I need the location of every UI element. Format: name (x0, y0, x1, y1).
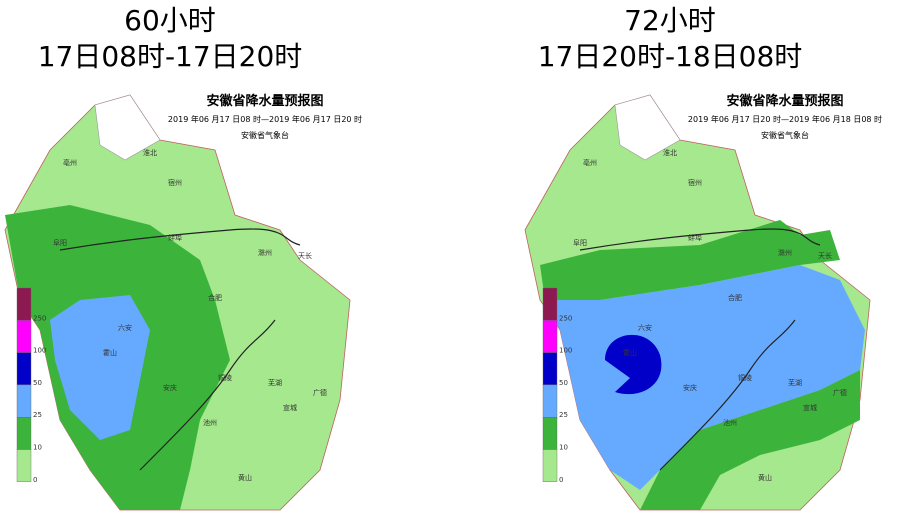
rain-25-50 (50, 295, 150, 440)
legend-tick-label: 25 (559, 411, 568, 419)
legend-tick-label: 100 (559, 347, 572, 355)
place-label: 宿州 (688, 178, 702, 187)
place-label: 滁州 (778, 248, 792, 257)
place-label: 亳州 (583, 158, 597, 167)
legend-swatch (542, 384, 558, 418)
rain-10-25 (540, 220, 840, 300)
place-label: 霍山 (623, 348, 637, 357)
legend-swatch (16, 320, 32, 353)
place-label: 宿州 (168, 178, 182, 187)
place-label: 铜陵 (738, 373, 752, 382)
river (659, 319, 796, 471)
legend-tick-label: 250 (33, 314, 46, 322)
legend-swatch (542, 449, 558, 482)
place-label: 广德 (313, 388, 327, 397)
place-label: 滁州 (258, 248, 272, 257)
legend-tick-label: 25 (33, 411, 42, 419)
place-label: 六安 (118, 323, 132, 332)
map-title: 安徽省降水量预报图 (206, 93, 323, 109)
legend-swatch (542, 352, 558, 386)
legend-swatch (542, 417, 558, 450)
legend-tick-label: 250 (559, 314, 572, 322)
place-label: 天长 (298, 251, 312, 260)
panel-hours: 60小时 (124, 4, 216, 37)
place-label: 淮北 (663, 148, 677, 157)
map-date: 2019 年06 月17 日08 时—2019 年06 月17 日20 时 (168, 114, 362, 124)
north-dry (94, 94, 161, 161)
place-label: 蚌埠 (168, 233, 182, 242)
legend-tick-label: 50 (33, 379, 42, 387)
place-label: 天长 (818, 251, 832, 260)
legend-tick-label: 0 (559, 476, 563, 484)
place-label: 阜阳 (53, 238, 67, 247)
place-label: 广德 (833, 388, 847, 397)
legend-tick-label: 100 (33, 347, 46, 355)
place-label: 池州 (723, 418, 737, 427)
legend-swatch (16, 417, 32, 450)
place-label: 淮北 (143, 148, 157, 157)
place-label: 芜湖 (788, 378, 802, 387)
river-huai (579, 228, 821, 251)
north-dry (614, 94, 681, 161)
rain-25-50 (545, 265, 865, 490)
place-label: 安庆 (163, 383, 177, 392)
place-label: 铜陵 (218, 373, 232, 382)
legend-swatch (542, 287, 558, 321)
place-label: 蚌埠 (688, 233, 702, 242)
legend-swatch (542, 320, 558, 353)
panel-period: 17日08时-17日20时 (38, 40, 303, 73)
place-label: 宣城 (803, 403, 817, 412)
legend-swatch (16, 287, 32, 321)
place-label: 安庆 (683, 383, 697, 392)
rain-50-100 (605, 334, 662, 395)
legend-tick-label: 10 (559, 444, 568, 452)
right-panel (524, 94, 871, 511)
place-label: 合肥 (208, 293, 222, 302)
place-label: 六安 (638, 323, 652, 332)
legend-tick-label: 50 (559, 379, 568, 387)
place-label: 芜湖 (268, 378, 282, 387)
place-label: 池州 (203, 418, 217, 427)
place-label: 宣城 (283, 403, 297, 412)
place-label: 黄山 (238, 473, 252, 482)
map-agency: 安徽省气象台 (761, 130, 809, 140)
rain-10-25-south (640, 370, 860, 510)
map-title: 安徽省降水量预报图 (726, 93, 843, 109)
legend-tick-label: 10 (33, 444, 42, 452)
map-date: 2019 年06 月17 日20 时—2019 年06 月18 日08 时 (688, 114, 882, 124)
place-label: 霍山 (103, 348, 117, 357)
place-label: 阜阳 (573, 238, 587, 247)
place-label: 合肥 (728, 293, 742, 302)
legend-swatch (16, 384, 32, 418)
place-label: 黄山 (758, 473, 772, 482)
legend-swatch (16, 352, 32, 386)
river-huai (59, 228, 301, 251)
legend-tick-label: 0 (33, 476, 37, 484)
legend-swatch (16, 449, 32, 482)
panel-period: 17日20时-18日08时 (538, 40, 803, 73)
place-label: 亳州 (63, 158, 77, 167)
panel-hours: 72小时 (624, 4, 716, 37)
map-agency: 安徽省气象台 (241, 130, 289, 140)
river (139, 319, 276, 471)
left-panel (4, 94, 351, 511)
